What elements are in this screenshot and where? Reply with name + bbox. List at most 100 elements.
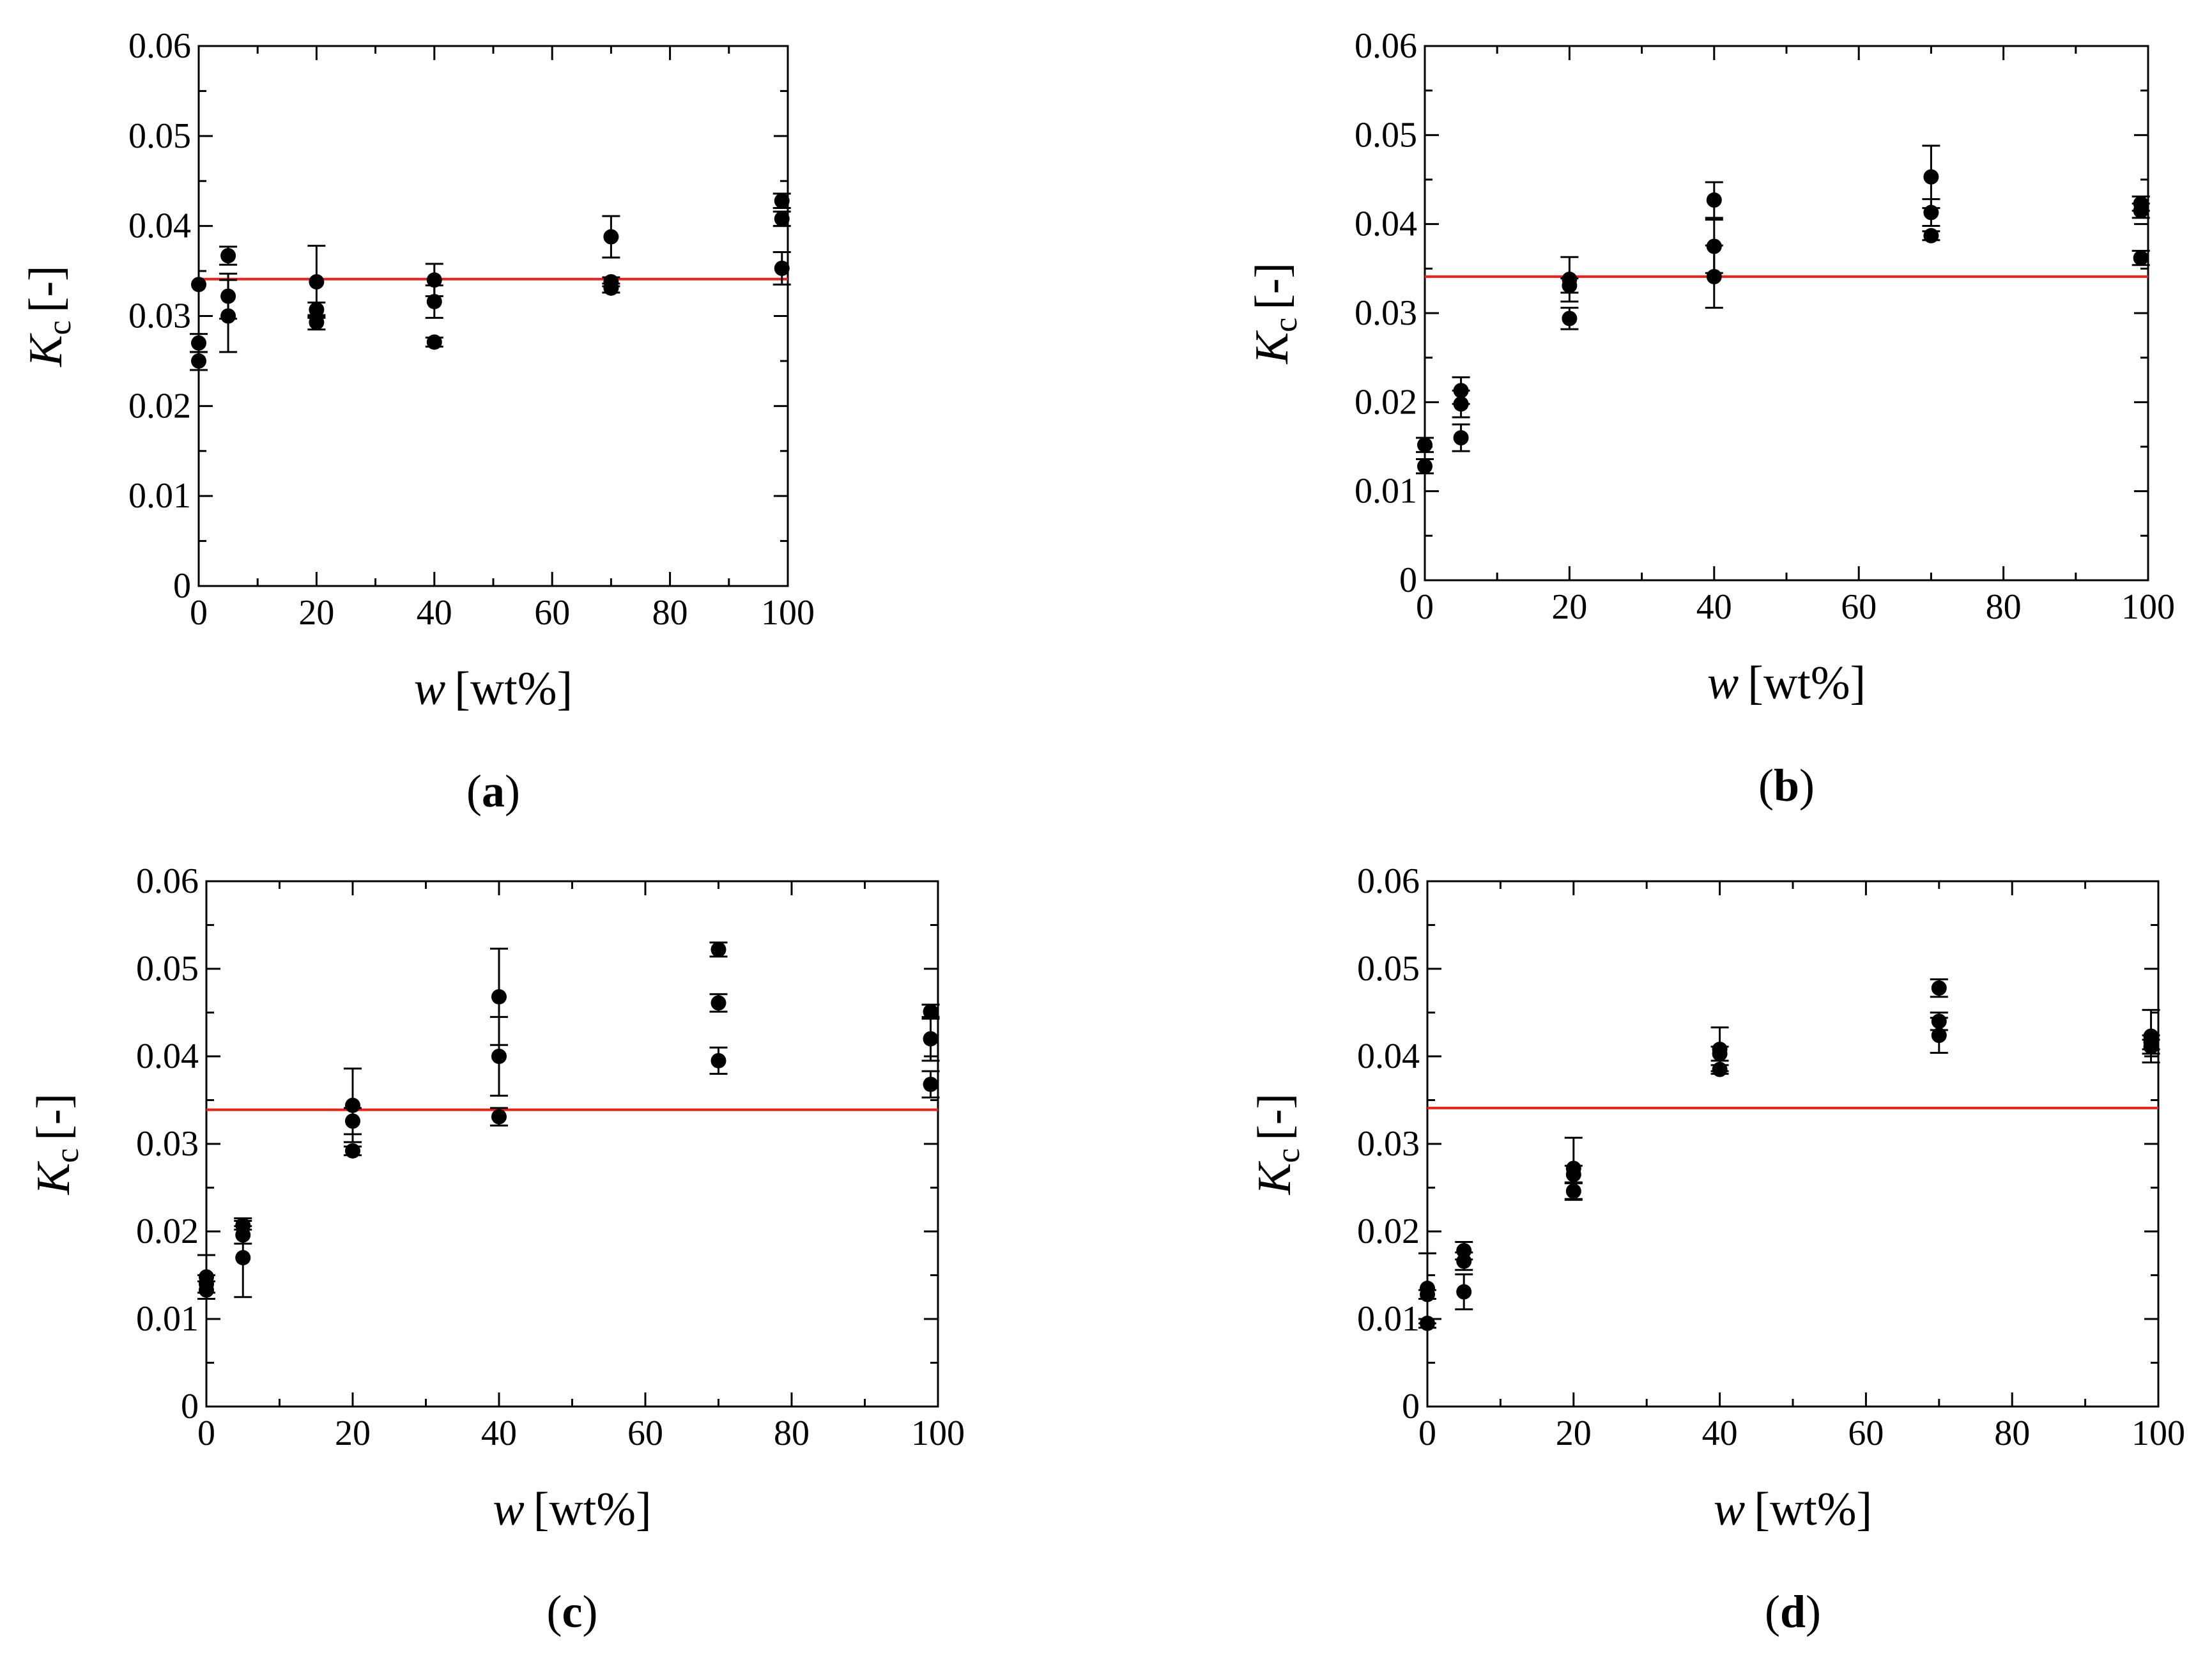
y-axis-var: K [1248,1160,1301,1195]
data-marker [491,1109,507,1125]
x-tick-label: 100 [761,593,815,633]
x-axis-title: w [wt%] [1714,1483,1872,1536]
x-axis-var: w [414,663,445,715]
data-point [190,351,208,371]
data-point [344,1107,362,1136]
data-marker [220,308,236,324]
data-marker [426,293,442,309]
data-point [344,1143,362,1159]
data-point [772,210,791,227]
data-marker [1420,1286,1435,1302]
data-marker [1420,1315,1435,1331]
y-axis-unit: [-] [20,265,72,312]
x-tick-label: 0 [1418,1414,1436,1453]
data-point [1560,307,1579,330]
x-tick-label: 40 [417,593,452,633]
plot-frame [1426,880,2160,1408]
data-point [425,334,443,350]
y-axis-sub: c [42,320,78,335]
caption-open: ( [1765,1586,1780,1637]
y-tick-label: 0.05 [1357,949,1420,989]
x-axis-unit: [wt%] [534,1483,652,1536]
x-axis-var: w [1714,1483,1745,1536]
data-point [425,284,443,319]
panel-caption: (a) [466,766,520,817]
x-tick-label: 80 [1994,1414,2030,1453]
y-axis-sub: c [49,1148,86,1163]
data-point [2142,1038,2160,1055]
y-tick-label: 0.06 [1355,26,1417,66]
data-point [1455,1273,1473,1311]
data-marker [309,314,325,330]
data-marker [1456,1284,1472,1300]
data-point [490,1015,508,1097]
data-point [709,993,728,1013]
caption-label: d [1780,1586,1806,1637]
y-axis-unit: [-] [27,1093,80,1141]
x-tick-label: 0 [190,593,208,633]
y-tick-label: 0.02 [128,386,191,426]
y-tick-label: 0.02 [1357,1212,1420,1251]
data-marker [2133,250,2149,266]
caption-close: ) [582,1586,597,1637]
data-marker [426,334,442,350]
data-marker [220,248,236,264]
x-tick-label: 80 [774,1414,810,1453]
y-tick-label: 0.04 [1355,204,1417,244]
x-axis-unit: [wt%] [1754,1483,1872,1536]
data-marker [345,1143,360,1159]
y-tick-label: 0.03 [136,1124,199,1164]
y-tick-label: 0.03 [1355,293,1417,333]
x-tick-label: 80 [652,593,688,633]
data-marker [191,335,206,351]
data-marker [774,211,790,227]
data-marker [1453,430,1469,446]
data-point [307,314,326,331]
x-axis-unit: [wt%] [1747,657,1866,709]
data-marker [1562,311,1578,327]
data-point [1452,423,1470,452]
x-tick-label: 40 [1702,1414,1738,1453]
data-marker [710,1052,726,1068]
data-point [709,941,728,958]
caption-open: ( [547,1586,562,1637]
y-tick-label: 0.02 [136,1212,199,1251]
data-marker [603,280,619,296]
y-tick-label: 0.06 [136,861,199,901]
data-point [1418,1286,1436,1302]
data-point [1416,436,1434,453]
x-axis-var: w [1707,657,1739,709]
x-tick-label: 40 [481,1414,517,1453]
data-point [921,1070,940,1099]
data-point [1564,1181,1583,1201]
x-tick-label: 0 [197,1414,215,1453]
y-tick-label: 0 [1402,1387,1420,1426]
data-marker [710,995,726,1011]
x-tick-label: 60 [1841,587,1877,627]
y-tick-label: 0.04 [1357,1037,1420,1076]
data-marker [191,277,206,293]
data-marker [923,1004,939,1020]
y-axis-unit: [-] [1248,1093,1301,1141]
x-tick-label: 80 [1986,587,2022,627]
data-point [197,1280,215,1300]
caption-label: a [482,766,505,817]
data-point [1416,458,1434,475]
data-marker [1565,1183,1581,1199]
x-axis-title: w [wt%] [493,1483,651,1536]
y-tick-label: 0 [173,566,191,606]
x-tick-label: 40 [1696,587,1732,627]
data-marker [1923,169,1939,185]
x-axis-unit: [wt%] [454,663,572,715]
caption-close: ) [1799,760,1815,811]
x-tick-label: 20 [298,593,334,633]
data-marker [309,302,325,318]
y-tick-label: 0.04 [136,1037,199,1076]
y-tick-label: 0.03 [128,297,191,336]
